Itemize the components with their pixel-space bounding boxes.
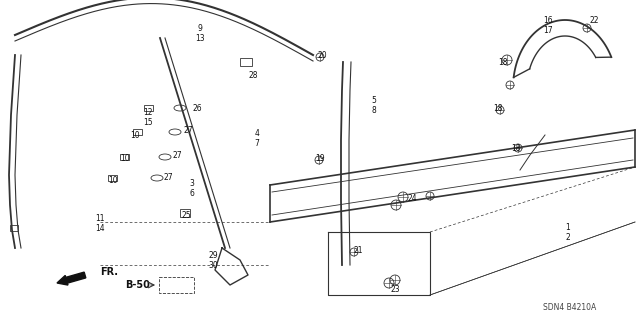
Text: 6: 6 — [189, 188, 195, 197]
Text: 24: 24 — [407, 194, 417, 203]
Bar — [133, 129, 142, 135]
Text: 19: 19 — [315, 154, 325, 163]
Bar — [108, 175, 117, 181]
Text: B-50: B-50 — [125, 280, 150, 290]
Text: 28: 28 — [248, 70, 258, 79]
Text: 9: 9 — [198, 23, 202, 33]
Bar — [240, 58, 252, 66]
Text: 10: 10 — [108, 175, 118, 185]
Text: 3: 3 — [189, 179, 195, 188]
Text: 5: 5 — [372, 95, 376, 105]
Text: 26: 26 — [192, 103, 202, 113]
Text: 16: 16 — [543, 15, 553, 25]
Text: 11: 11 — [95, 213, 105, 222]
Text: 12: 12 — [143, 108, 153, 116]
Bar — [180, 209, 190, 217]
Text: SDN4 B4210A: SDN4 B4210A — [543, 303, 596, 313]
Text: 8: 8 — [372, 106, 376, 115]
Text: 14: 14 — [95, 223, 105, 233]
Text: 27: 27 — [183, 125, 193, 134]
Text: 25: 25 — [181, 211, 191, 220]
Text: 10: 10 — [130, 131, 140, 140]
Text: 23: 23 — [390, 285, 400, 294]
Text: FR.: FR. — [100, 267, 118, 277]
Bar — [144, 105, 153, 111]
Text: 22: 22 — [589, 15, 599, 25]
Text: 29: 29 — [208, 251, 218, 260]
FancyArrow shape — [57, 272, 86, 285]
Text: 2: 2 — [566, 233, 570, 242]
Text: 13: 13 — [195, 34, 205, 43]
Text: 18: 18 — [493, 103, 503, 113]
Text: 20: 20 — [317, 51, 327, 60]
Text: 4: 4 — [255, 129, 259, 138]
Text: 21: 21 — [353, 245, 363, 254]
Text: 7: 7 — [255, 139, 259, 148]
Text: 17: 17 — [543, 26, 553, 35]
Bar — [159, 277, 194, 293]
Bar — [10, 225, 18, 231]
Text: 1: 1 — [566, 222, 570, 231]
Text: 30: 30 — [208, 260, 218, 269]
Text: 27: 27 — [172, 150, 182, 159]
Bar — [120, 154, 129, 160]
Text: 10: 10 — [120, 154, 130, 163]
Text: 18: 18 — [511, 143, 521, 153]
Text: 15: 15 — [143, 117, 153, 126]
Text: 18: 18 — [499, 58, 508, 67]
Text: 27: 27 — [163, 172, 173, 181]
